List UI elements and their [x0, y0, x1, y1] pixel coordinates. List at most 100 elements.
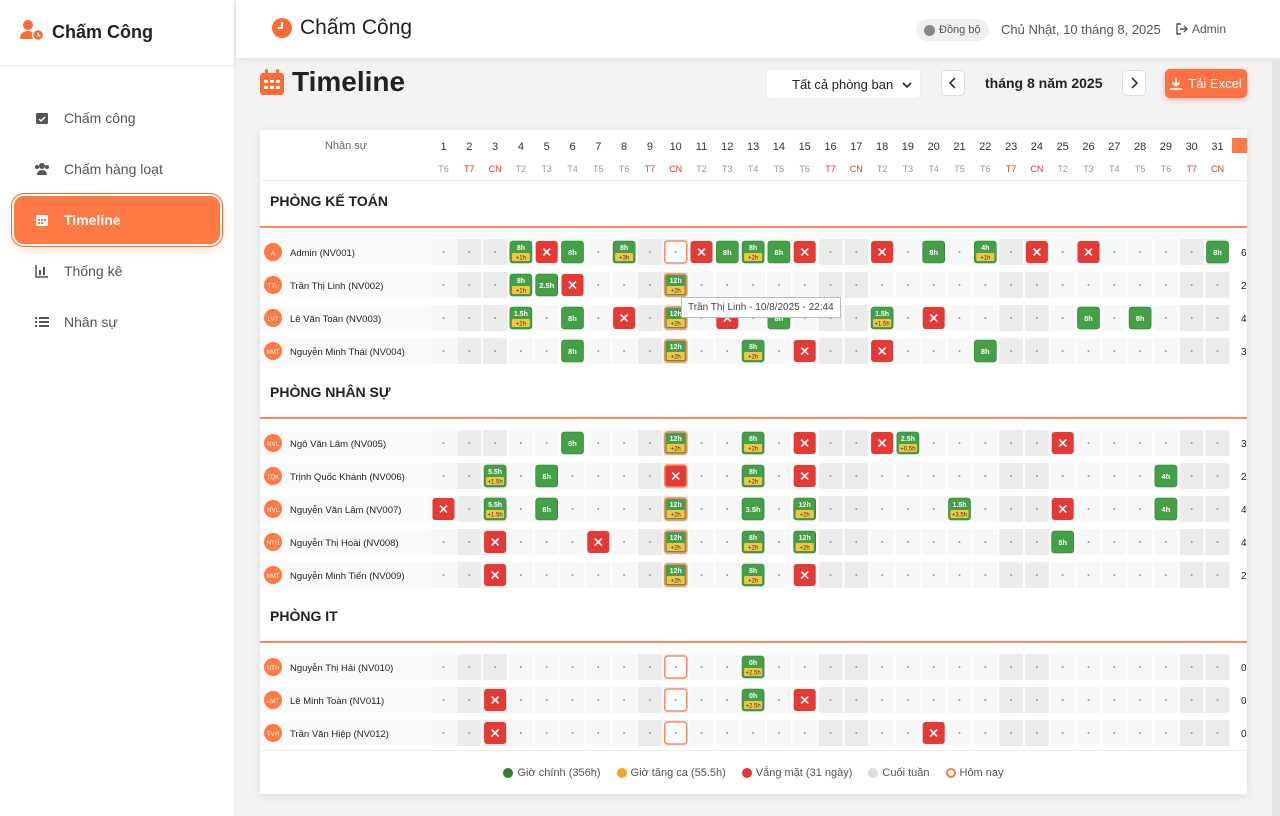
- overtime-tag: [666, 444, 685, 452]
- table-row[interactable]: [260, 687, 457, 713]
- overtime-tag: [744, 576, 763, 584]
- day-number: 3: [492, 141, 498, 153]
- table-row[interactable]: [260, 529, 457, 555]
- logout-button[interactable]: Admin: [1176, 22, 1226, 36]
- table-row[interactable]: [260, 496, 457, 522]
- sidebar-item-label: Chấm hàng loạt: [64, 161, 163, 177]
- day-weekday: T2: [1057, 164, 1068, 174]
- day-number: 29: [1160, 141, 1172, 153]
- empty-dot-icon: [648, 699, 651, 701]
- next-month-button[interactable]: [1122, 70, 1146, 96]
- sidebar-item-cham-cong[interactable]: Chấm công: [14, 94, 220, 142]
- empty-dot-icon: [571, 666, 574, 668]
- empty-dot-icon: [1164, 350, 1167, 352]
- empty-dot-icon: [545, 732, 548, 734]
- work-hours-badge[interactable]: [741, 497, 765, 521]
- avatar-initials: NMT: [267, 574, 280, 580]
- download-excel-button[interactable]: Tải Excel: [1165, 69, 1247, 98]
- sync-badge[interactable]: Đồng bộ: [916, 19, 989, 41]
- sidebar-item-label: Thống kê: [64, 263, 123, 279]
- empty-dot-icon: [1139, 699, 1142, 701]
- work-hours-badge[interactable]: [1077, 306, 1100, 330]
- work-hours-badge[interactable]: [922, 240, 946, 264]
- empty-dot-icon: [597, 574, 600, 576]
- sidebar-item-thong-ke[interactable]: Thống kê: [14, 247, 220, 295]
- main-hours: 5.5h: [488, 469, 502, 476]
- prev-month-button[interactable]: [941, 70, 965, 96]
- sidebar-item-cham-hang-loat[interactable]: Chấm hàng loạt: [14, 145, 220, 193]
- empty-dot-icon: [442, 442, 445, 444]
- brand[interactable]: Chấm Công: [0, 0, 234, 66]
- employee-name[interactable]: Trịnh Quốc Khánh (NV006): [290, 472, 405, 483]
- employee-name[interactable]: Nguyễn Minh Thái (NV004): [290, 347, 405, 358]
- work-hours-badge[interactable]: [1154, 464, 1178, 488]
- table-row[interactable]: [260, 430, 457, 456]
- day-number: 6: [569, 141, 575, 153]
- table-row[interactable]: [260, 338, 457, 364]
- work-hours-badge[interactable]: [767, 240, 791, 264]
- employee-name[interactable]: Nguyễn Minh Tiến (NV009): [290, 571, 405, 582]
- table-row[interactable]: [260, 720, 457, 746]
- empty-dot-icon: [984, 317, 987, 319]
- main-hours: 8h: [568, 347, 577, 356]
- work-hours-badge[interactable]: [1128, 306, 1152, 330]
- table-row[interactable]: [260, 463, 457, 489]
- day-number: 23: [1005, 141, 1017, 153]
- main-hours: 8h: [1213, 248, 1222, 257]
- empty-dot-icon: [648, 251, 651, 253]
- table-row[interactable]: [260, 562, 457, 588]
- employee-name[interactable]: Trần Văn Hiệp (NV012): [290, 729, 389, 740]
- work-hours-badge[interactable]: [561, 431, 584, 455]
- table-row[interactable]: [260, 305, 457, 331]
- employee-name[interactable]: Nguyễn Thị Hải (NV010): [290, 663, 393, 674]
- work-hours-badge[interactable]: [1051, 530, 1075, 554]
- work-hours-badge[interactable]: [535, 273, 559, 297]
- calendar-check-icon: [34, 110, 50, 126]
- sidebar-item-timeline[interactable]: Timeline: [14, 196, 220, 244]
- day-number: 19: [902, 141, 914, 153]
- table-row[interactable]: [260, 239, 457, 265]
- work-hours-badge[interactable]: [561, 240, 584, 264]
- table-row[interactable]: [260, 654, 457, 680]
- day-weekday: T7: [1186, 164, 1197, 174]
- work-hours-badge[interactable]: [973, 339, 997, 363]
- overtime-hours: +0.5h: [900, 447, 915, 453]
- work-hours-badge[interactable]: [561, 339, 584, 363]
- table-row[interactable]: [260, 272, 457, 298]
- empty-dot-icon: [777, 699, 780, 701]
- empty-dot-icon: [1113, 475, 1116, 477]
- overtime-tag: [744, 352, 763, 360]
- day-number: 1: [440, 141, 446, 153]
- work-hours-badge[interactable]: [561, 306, 584, 330]
- empty-dot-icon: [829, 541, 832, 543]
- page-scrollbar[interactable]: [1272, 60, 1280, 816]
- work-hours-badge[interactable]: [1206, 240, 1229, 264]
- calendar-icon: [34, 212, 50, 228]
- sidebar-item-nhan-su[interactable]: Nhân sự: [14, 298, 220, 346]
- empty-dot-icon: [597, 699, 600, 701]
- empty-dot-icon: [545, 666, 548, 668]
- empty-dot-icon: [1035, 699, 1038, 701]
- work-hours-badge[interactable]: [1154, 497, 1178, 521]
- overtime-hours: +3h: [619, 256, 629, 262]
- department-select[interactable]: Tất cả phòng ban: [766, 69, 921, 99]
- main-hours: 8h: [620, 245, 628, 252]
- main-hours: 8h: [568, 248, 577, 257]
- employee-name[interactable]: Lê Minh Toàn (NV011): [290, 696, 384, 707]
- employee-name[interactable]: Nguyễn Văn Lâm (NV007): [290, 505, 401, 516]
- employee-name[interactable]: Lê Văn Toàn (NV003): [290, 314, 381, 325]
- employee-name[interactable]: Ngô Văn Lâm (NV005): [290, 439, 386, 450]
- department-select-value: Tất cả phòng ban: [792, 76, 894, 92]
- chevron-down-icon: [902, 78, 912, 93]
- empty-dot-icon: [1139, 574, 1142, 576]
- empty-dot-icon: [1010, 508, 1013, 510]
- day-weekday: T3: [903, 164, 914, 174]
- employee-name[interactable]: Admin (NV001): [290, 248, 355, 259]
- work-hours-badge[interactable]: [535, 497, 559, 521]
- work-hours-badge[interactable]: [535, 464, 559, 488]
- empty-dot-icon: [648, 732, 651, 734]
- employee-name[interactable]: Nguyễn Thị Hoài (NV008): [290, 538, 399, 549]
- work-hours-badge[interactable]: [715, 240, 739, 264]
- employee-name[interactable]: Trần Thị Linh (NV002): [290, 281, 383, 292]
- empty-dot-icon: [623, 284, 626, 286]
